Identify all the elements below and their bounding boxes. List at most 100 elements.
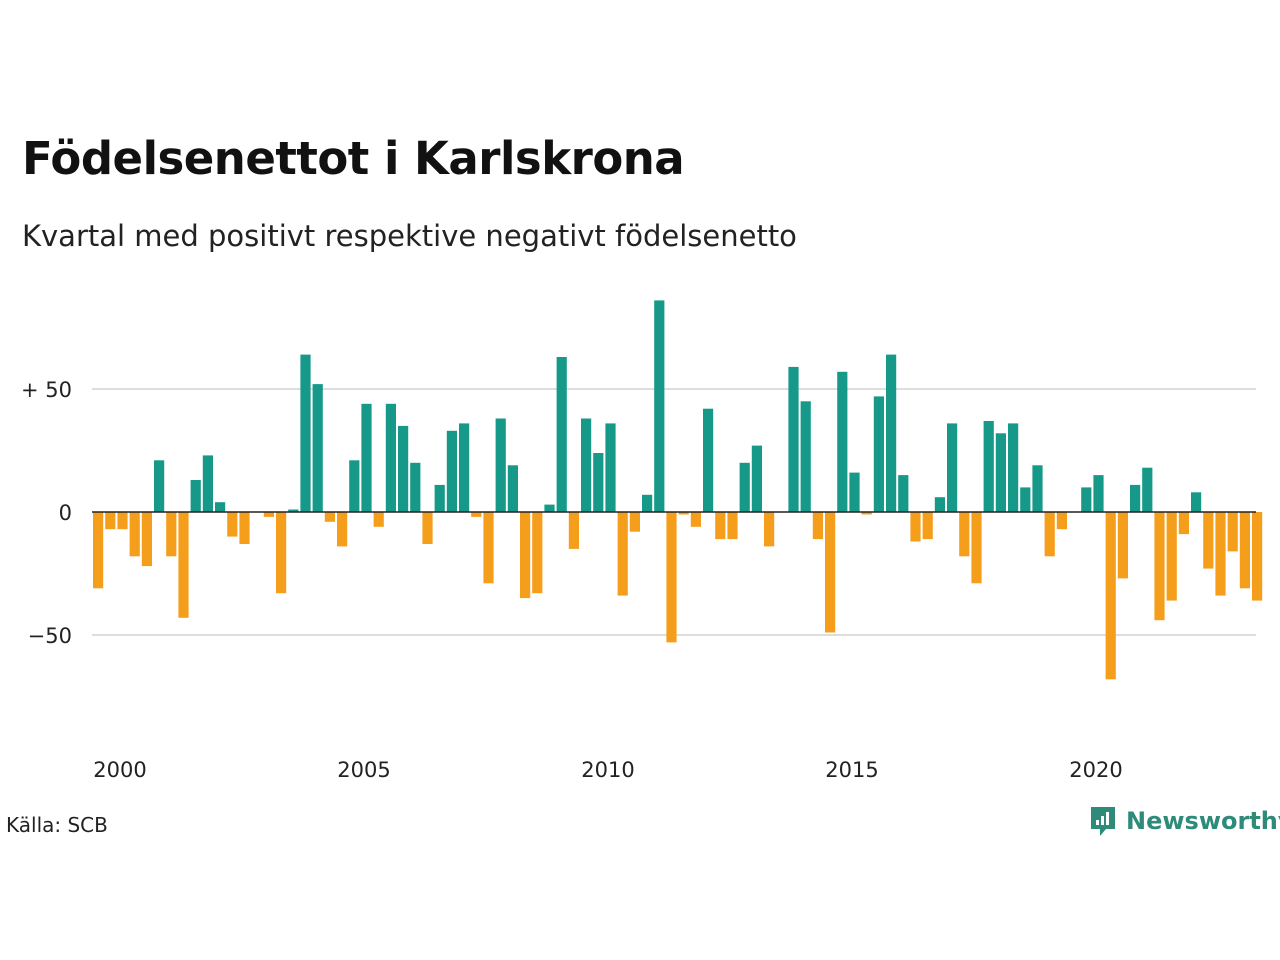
bar-negative: [471, 512, 482, 517]
bar-negative: [520, 512, 531, 599]
bar-positive: [349, 460, 360, 512]
bar-negative: [1117, 512, 1128, 579]
bar-negative: [239, 512, 250, 544]
bar-negative: [678, 512, 689, 515]
bar-positive: [654, 300, 665, 512]
bar-positive: [459, 423, 470, 512]
bar-negative: [666, 512, 677, 643]
bar-positive: [788, 366, 799, 512]
bar-negative: [922, 512, 933, 540]
bar-positive: [288, 509, 299, 512]
bar-positive: [947, 423, 958, 512]
bar-positive: [1130, 484, 1141, 512]
bar-positive: [446, 430, 457, 512]
bar-negative: [629, 512, 640, 532]
bar-negative: [1044, 512, 1055, 557]
bar-negative: [337, 512, 348, 547]
bar-positive: [398, 425, 409, 512]
bar-positive: [300, 354, 311, 512]
bars-layer: [93, 300, 1263, 680]
x-tick-label: 2005: [337, 758, 390, 782]
bar-positive: [190, 480, 201, 512]
y-tick-label: + 50: [21, 378, 72, 402]
bar-positive: [385, 403, 396, 512]
bar-negative: [532, 512, 543, 594]
bar-negative: [105, 512, 116, 530]
bar-negative: [1252, 512, 1263, 601]
chart-title: Födelsenettot i Karlskrona: [22, 132, 685, 185]
bar-negative: [227, 512, 238, 537]
bar-negative: [1203, 512, 1214, 569]
bar-negative: [568, 512, 579, 549]
bar-chart: + 50 0 −50 2000 2005 2010 2015 2020: [21, 300, 1263, 782]
bar-positive: [751, 445, 762, 512]
x-tick-label: 2020: [1069, 758, 1122, 782]
bar-negative: [117, 512, 128, 530]
bar-negative: [1239, 512, 1250, 589]
bar-positive: [739, 462, 750, 512]
bar-negative: [861, 512, 872, 515]
bar-positive: [849, 472, 860, 512]
bar-positive: [593, 453, 604, 512]
bar-positive: [312, 384, 323, 512]
bar-positive: [556, 357, 567, 512]
brand-name: Newsworthy: [1126, 807, 1280, 835]
y-tick-label: −50: [28, 624, 72, 648]
newsworthy-logo-icon: [1091, 807, 1115, 836]
bar-negative: [141, 512, 152, 567]
bar-negative: [263, 512, 274, 517]
bar-positive: [837, 371, 848, 512]
bar-negative: [1227, 512, 1238, 552]
bar-positive: [361, 403, 372, 512]
bar-positive: [1142, 467, 1153, 512]
bar-positive: [703, 408, 714, 512]
bar-negative: [483, 512, 494, 584]
bar-negative: [373, 512, 384, 527]
bar-positive: [1093, 475, 1104, 512]
bar-positive: [154, 460, 165, 512]
bar-positive: [995, 433, 1006, 512]
bar-negative: [1166, 512, 1177, 601]
y-tick-label: 0: [59, 501, 72, 525]
bar-positive: [1081, 487, 1092, 512]
chart-subtitle: Kvartal med positivt respektive negativt…: [22, 219, 797, 253]
bar-positive: [886, 354, 897, 512]
bar-positive: [215, 502, 226, 512]
bar-negative: [1105, 512, 1116, 680]
bar-negative: [422, 512, 433, 544]
bar-positive: [495, 418, 506, 512]
bar-negative: [93, 512, 104, 589]
x-tick-label: 2010: [581, 758, 634, 782]
bar-positive: [581, 418, 592, 512]
bar-negative: [959, 512, 970, 557]
bar-negative: [764, 512, 775, 547]
bar-positive: [1020, 487, 1031, 512]
bar-negative: [129, 512, 140, 557]
bar-positive: [544, 504, 555, 512]
bar-negative: [690, 512, 701, 527]
bar-negative: [276, 512, 287, 594]
source-note: Källa: SCB: [6, 813, 108, 837]
bar-negative: [812, 512, 823, 540]
bar-positive: [642, 494, 653, 512]
bar-positive: [434, 484, 445, 512]
brand-logo[interactable]: Newsworthy: [1088, 804, 1280, 838]
bar-negative: [971, 512, 982, 584]
bar-negative: [715, 512, 726, 540]
bar-negative: [910, 512, 921, 542]
bar-positive: [202, 455, 213, 512]
bar-positive: [800, 401, 811, 512]
bar-negative: [727, 512, 738, 540]
bar-positive: [410, 462, 421, 512]
bar-positive: [507, 465, 518, 512]
bar-positive: [1032, 465, 1043, 512]
bar-negative: [1154, 512, 1165, 621]
bar-negative: [1215, 512, 1226, 596]
bar-positive: [983, 421, 994, 512]
x-tick-label: 2015: [825, 758, 878, 782]
bar-positive: [873, 396, 884, 512]
bar-positive: [1191, 492, 1202, 512]
bar-negative: [166, 512, 177, 557]
bar-negative: [178, 512, 189, 618]
bar-negative: [324, 512, 335, 522]
